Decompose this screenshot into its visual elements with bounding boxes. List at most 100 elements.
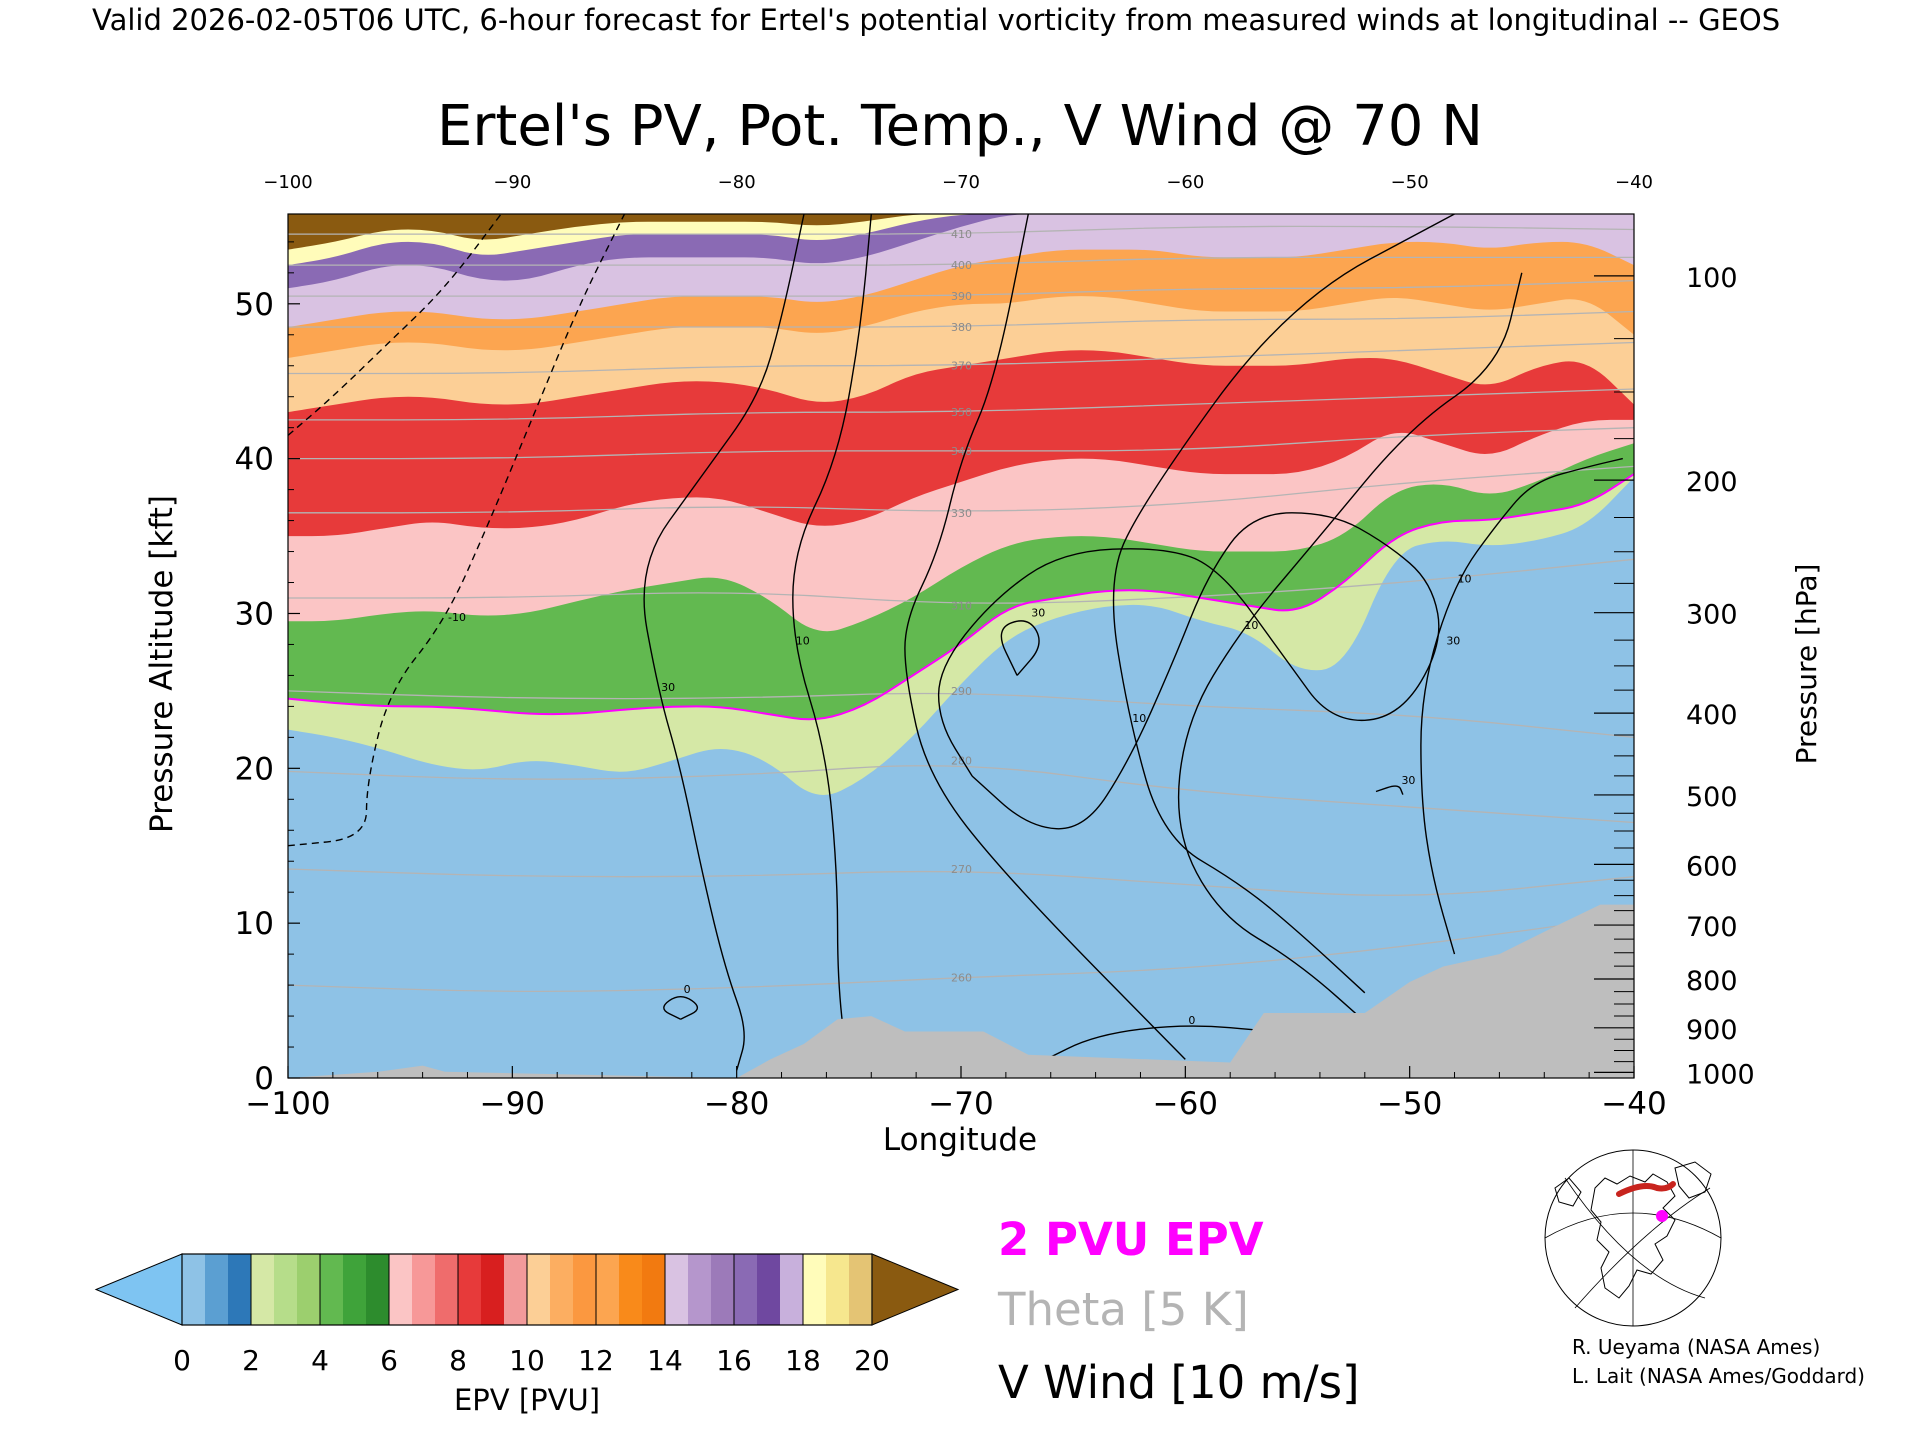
plot-area: 280270260290310330340350370380390400410 … <box>288 214 1634 1078</box>
vwind-label-10: 0 <box>684 983 691 996</box>
valid-line: Valid 2026-02-05T06 UTC, 6-hour forecast… <box>92 3 1780 37</box>
legend-theta: Theta [5 K] <box>997 1283 1249 1336</box>
theta-label-350: 350 <box>951 406 972 419</box>
vwind-contour-2 <box>643 214 805 1071</box>
vwind-label-12: 30 <box>1401 774 1415 787</box>
locator-map <box>1544 1149 1722 1327</box>
colorbar-swatch-8-0 <box>734 1254 758 1325</box>
colorbar-tick-10: 10 <box>509 1344 545 1377</box>
theta-contour-340 <box>288 427 1634 460</box>
locator-coastline-3 <box>1554 1177 1582 1207</box>
colorbar-swatch-4-1 <box>481 1254 505 1325</box>
right-tick-label-300: 300 <box>1686 600 1738 631</box>
theta-label-400: 400 <box>951 259 972 272</box>
top-tick-label--80: −80 <box>718 172 756 193</box>
colorbar-over-arrow <box>871 1253 960 1326</box>
theta-label-370: 370 <box>951 360 972 373</box>
theta-label-270: 270 <box>951 863 972 876</box>
vwind-contour-1 <box>288 214 502 436</box>
vwind-contour-4 <box>904 214 1186 1060</box>
right-axis: 100 200 300 400 500 600 700 800 900 1000 <box>1594 263 1755 1090</box>
vwind-contour-7 <box>1112 214 1455 994</box>
colorbar-swatch-6-2 <box>642 1254 666 1325</box>
left-axis: 0 10 20 30 40 50 <box>235 241 300 1097</box>
vwind-label-5: 30 <box>1446 634 1460 647</box>
colorbar: 0 2 4 6 8 10 12 14 16 18 20 <box>94 1253 960 1377</box>
colorbar-swatch-0-1 <box>205 1254 229 1325</box>
bottom-tick-label--80: −80 <box>704 1086 769 1122</box>
top-tick-label--40: −40 <box>1615 172 1653 193</box>
theta-contour-410 <box>288 225 1634 235</box>
right-tick-label-1000: 1000 <box>1686 1059 1755 1090</box>
top-axis-ticks: −100 −90 −80 −70 −60 −50 −40 <box>263 172 1653 193</box>
colorbar-swatch-0-0 <box>182 1254 206 1325</box>
colorbar-swatch-5-0 <box>527 1254 551 1325</box>
colorbar-swatch-5-1 <box>550 1254 574 1325</box>
bottom-axis: −100 −90 −80 −70 −60 −50 −40 <box>245 1066 1667 1122</box>
colorbar-swatch-4-2 <box>504 1254 528 1325</box>
colorbar-swatch-7-1 <box>688 1254 712 1325</box>
bottom-tick-label--60: −60 <box>1153 1086 1218 1122</box>
credit-line-1: R. Ueyama (NASA Ames) <box>1572 1335 1820 1359</box>
left-tick-label-0: 0 <box>254 1061 274 1097</box>
left-tick-label-30: 30 <box>235 596 274 632</box>
colorbar-tick-4: 4 <box>311 1344 329 1377</box>
theta-contours: 280 270 260 290 310 330 340 350 370 380 390 400 410 <box>288 225 1634 993</box>
pv2-contour-group <box>288 473 1634 721</box>
vwind-label-0: -10 <box>448 611 466 624</box>
colorbar-swatch-8-2 <box>780 1254 804 1325</box>
terrain-group <box>288 904 1634 1078</box>
top-tick-label--70: −70 <box>942 172 980 193</box>
vwind-contour-0 <box>288 214 626 847</box>
colorbar-swatch-2-1 <box>343 1254 367 1325</box>
vwind-contour-6 <box>1000 620 1040 676</box>
colorbar-swatch-6-0 <box>596 1254 620 1325</box>
vwind-label-11: 0 <box>1188 1014 1195 1027</box>
pv2-contour <box>288 473 1634 721</box>
colorbar-under-arrow <box>94 1253 183 1326</box>
theta-label-330: 330 <box>951 507 972 520</box>
vwind-contours: -10 30 10 30 30 10 10 10 0 0 30 <box>288 214 1623 1074</box>
theta-contour-260 <box>288 914 1634 993</box>
theta-contour-390 <box>288 279 1634 297</box>
theta-contour-380 <box>288 310 1634 328</box>
y-axis-left-label: Pressure Altitude [kft] <box>144 495 180 833</box>
colorbar-swatch-7-2 <box>711 1254 735 1325</box>
vwind-contour-3 <box>792 214 872 1074</box>
theta-label-340: 340 <box>951 445 972 458</box>
top-tick-label--50: −50 <box>1391 172 1429 193</box>
bottom-tick-label--50: −50 <box>1377 1086 1442 1122</box>
vwind-label-8: 10 <box>1244 619 1258 632</box>
colorbar-swatch-1-2 <box>297 1254 321 1325</box>
colorbar-tick-0: 0 <box>173 1344 191 1377</box>
y-axis-right-label: Pressure [hPa] <box>1790 564 1823 765</box>
theta-label-410: 410 <box>951 228 972 241</box>
colorbar-swatch-8-1 <box>757 1254 781 1325</box>
colorbar-tick-2: 2 <box>242 1344 260 1377</box>
colorbar-tick-14: 14 <box>647 1344 683 1377</box>
terrain-polygon <box>288 904 1634 1078</box>
locator-graticule-2 <box>1564 1177 1706 1299</box>
colorbar-swatch-9-2 <box>849 1254 873 1325</box>
theta-label-310: 310 <box>951 600 972 613</box>
vwind-contour-8 <box>1177 272 1523 1033</box>
top-tick-label--90: −90 <box>493 172 531 193</box>
colorbar-tick-20: 20 <box>854 1344 890 1377</box>
theta-contour-270 <box>288 868 1634 896</box>
legend-vwind: V Wind [10 m/s] <box>998 1356 1360 1409</box>
colorbar-frame <box>181 1253 873 1326</box>
right-tick-label-700: 700 <box>1686 912 1738 943</box>
colorbar-tick-12: 12 <box>578 1344 614 1377</box>
colorbar-tick-6: 6 <box>380 1344 398 1377</box>
x-axis-label: Longitude <box>883 1122 1037 1158</box>
bottom-tick-label--70: −70 <box>928 1086 993 1122</box>
right-tick-label-500: 500 <box>1686 782 1738 813</box>
colorbar-swatch-3-1 <box>412 1254 436 1325</box>
colorbar-swatch-2-0 <box>320 1254 344 1325</box>
theta-contour-350 <box>288 388 1634 421</box>
vwind-label-3: 10 <box>796 634 810 647</box>
top-tick-label--60: −60 <box>1166 172 1204 193</box>
bottom-tick-label--90: −90 <box>480 1086 545 1122</box>
top-tick-label--100: −100 <box>263 172 312 193</box>
colorbar-swatch-4-0 <box>458 1254 482 1325</box>
